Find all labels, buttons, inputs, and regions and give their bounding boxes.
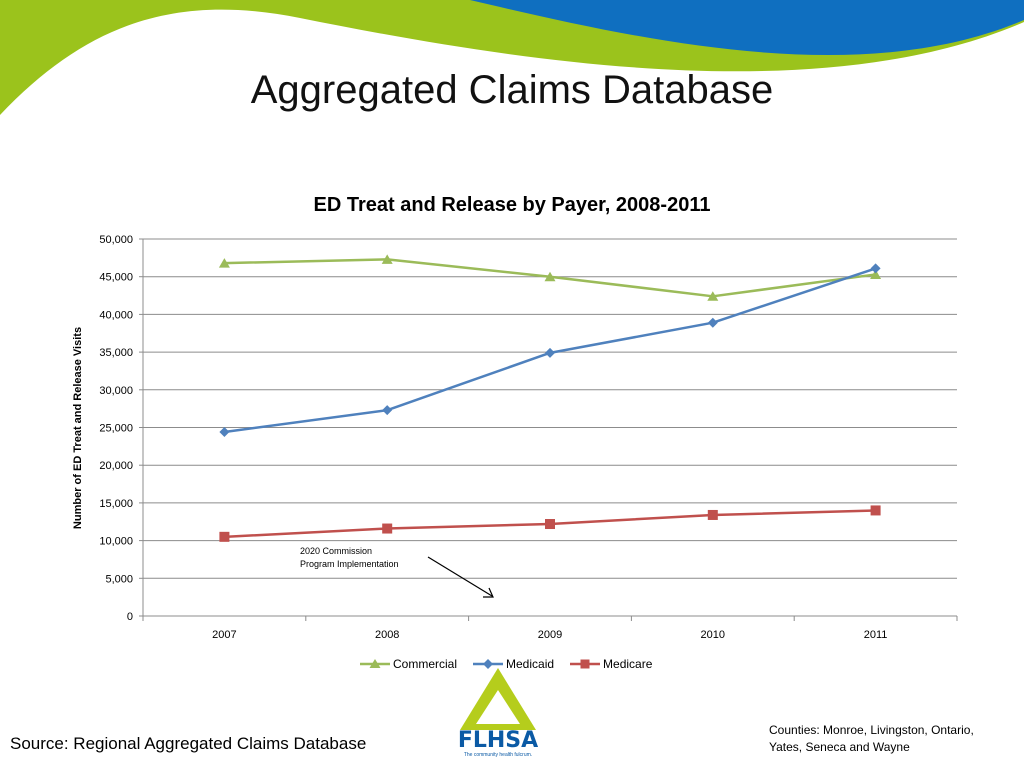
slide-title: Aggregated Claims Database: [250, 68, 774, 112]
medicaid-point: [382, 405, 393, 416]
legend-item-medicare: Medicare: [570, 657, 652, 671]
banner-blue-swoosh: [470, 0, 1024, 56]
annotation-arrow: [427, 556, 493, 597]
legend-item-medicaid: Medicaid: [473, 657, 554, 671]
medicare-point: [545, 519, 555, 530]
legend-item-commercial: Commercial: [360, 657, 457, 671]
y-tick-label: 30,000: [99, 385, 133, 397]
chart-legend: Commercial Medicaid Medicare: [360, 656, 652, 672]
y-axis-title: Number of ED Treat and Release Visits: [72, 326, 84, 530]
medicare-point: [707, 509, 718, 520]
legend-label-medicaid: Medicaid: [506, 657, 555, 671]
medicare-point: [382, 523, 393, 534]
y-tick-label: 45,000: [99, 272, 133, 284]
commercial-point: [870, 269, 882, 279]
y-tick-label: 15,000: [99, 498, 133, 510]
x-tick-label: 2007: [212, 629, 236, 641]
commercial-point: [544, 271, 556, 282]
flhsa-logo: FLHSA The community health fulcrum.: [446, 662, 550, 762]
logo-tagline: The community health fulcrum.: [463, 752, 533, 758]
y-tick-label: 10,000: [99, 536, 133, 548]
source-note: Source: Regional Aggregated Claims Datab…: [10, 734, 367, 753]
header-banner: [0, 0, 1024, 115]
logo-text: FLHSA: [457, 728, 539, 753]
commercial-point: [381, 254, 393, 264]
medicaid-point: [707, 317, 718, 328]
chart-annotation: 2020 Commission Program Implementation: [300, 545, 399, 571]
chart-title: ED Treat and Release by Payer, 2008-2011: [313, 194, 711, 216]
commercial-point: [707, 291, 719, 301]
medicare-legend-marker: [570, 659, 601, 669]
commercial-point: [218, 258, 230, 268]
y-tick-label: 50,000: [99, 234, 133, 246]
y-tick-label: 25,000: [99, 423, 133, 435]
medicaid-point: [219, 427, 230, 438]
y-tick-label: 5,000: [105, 573, 133, 585]
x-tick-label: 2010: [701, 629, 725, 641]
counties-note: Counties: Monroe, Livingston, Ontario, Y…: [769, 723, 974, 754]
y-tick-label: 20,000: [99, 460, 133, 472]
medicaid-point: [870, 263, 881, 274]
x-tick-label: 2011: [864, 629, 888, 641]
commercial-legend-marker: [360, 659, 390, 668]
x-tick-label: 2008: [375, 629, 399, 641]
annotation-arrow-head: [483, 587, 494, 598]
legend-label-medicare: Medicare: [603, 657, 653, 671]
medicaid-legend-marker: [473, 659, 504, 669]
y-tick-label: 35,000: [99, 347, 133, 359]
legend-label-commercial: Commercial: [393, 657, 458, 671]
annotation-line-2: Program Implementation: [300, 559, 399, 569]
x-tick-label: 2009: [538, 629, 562, 641]
y-tick-label: 40,000: [99, 309, 133, 321]
medicare-point: [870, 505, 881, 516]
annotation-line-1: 2020 Commission: [300, 546, 373, 556]
logo-triangle-icon: [460, 668, 536, 730]
y-tick-label: 0: [127, 611, 133, 623]
medicare-point: [219, 531, 230, 542]
medicaid-point: [545, 347, 555, 358]
